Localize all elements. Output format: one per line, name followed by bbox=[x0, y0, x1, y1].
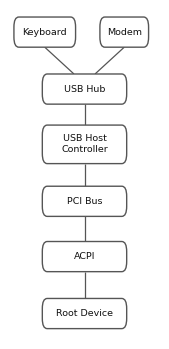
Text: USB Host
Controller: USB Host Controller bbox=[61, 134, 108, 154]
FancyBboxPatch shape bbox=[42, 74, 127, 104]
FancyBboxPatch shape bbox=[14, 17, 76, 47]
Text: Root Device: Root Device bbox=[56, 309, 113, 318]
FancyBboxPatch shape bbox=[42, 242, 127, 272]
FancyBboxPatch shape bbox=[42, 186, 127, 216]
Text: PCI Bus: PCI Bus bbox=[67, 197, 102, 206]
Text: Keyboard: Keyboard bbox=[22, 28, 67, 37]
FancyBboxPatch shape bbox=[42, 125, 127, 164]
Text: USB Hub: USB Hub bbox=[64, 84, 105, 94]
FancyBboxPatch shape bbox=[100, 17, 149, 47]
Text: ACPI: ACPI bbox=[74, 252, 95, 261]
FancyBboxPatch shape bbox=[42, 298, 127, 329]
Text: Modem: Modem bbox=[107, 28, 142, 37]
